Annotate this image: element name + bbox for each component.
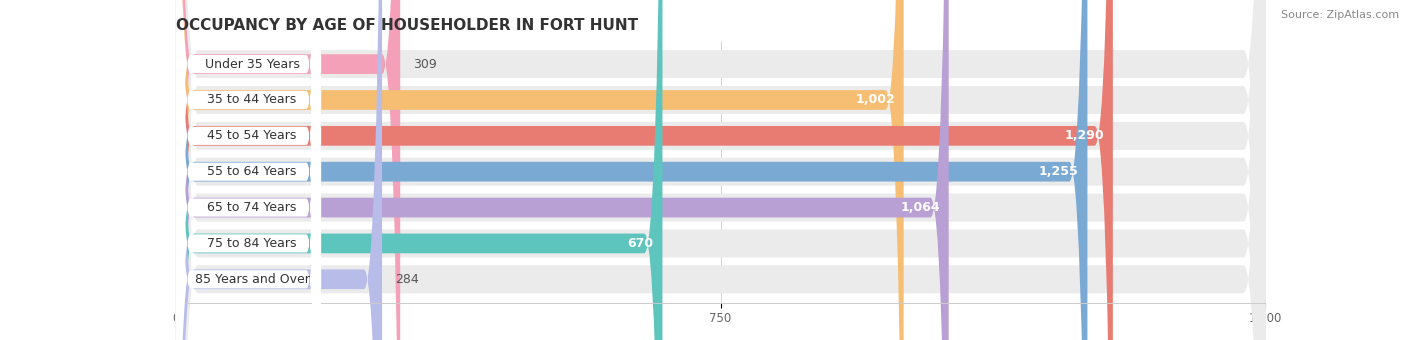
FancyBboxPatch shape [176, 0, 1265, 340]
FancyBboxPatch shape [176, 0, 321, 340]
Text: 65 to 74 Years: 65 to 74 Years [207, 201, 297, 214]
FancyBboxPatch shape [176, 0, 1265, 340]
Text: 85 Years and Over: 85 Years and Over [194, 273, 309, 286]
Text: 1,290: 1,290 [1064, 129, 1104, 142]
FancyBboxPatch shape [176, 0, 321, 340]
Text: 1,002: 1,002 [855, 94, 896, 106]
Text: OCCUPANCY BY AGE OF HOUSEHOLDER IN FORT HUNT: OCCUPANCY BY AGE OF HOUSEHOLDER IN FORT … [176, 18, 638, 33]
FancyBboxPatch shape [176, 0, 321, 340]
Text: 1,255: 1,255 [1039, 165, 1078, 178]
FancyBboxPatch shape [176, 0, 321, 340]
Text: 1,064: 1,064 [900, 201, 941, 214]
FancyBboxPatch shape [176, 0, 662, 340]
FancyBboxPatch shape [176, 0, 321, 340]
FancyBboxPatch shape [176, 0, 1265, 340]
FancyBboxPatch shape [176, 0, 1265, 340]
FancyBboxPatch shape [176, 0, 904, 340]
Text: 35 to 44 Years: 35 to 44 Years [208, 94, 297, 106]
FancyBboxPatch shape [176, 0, 382, 340]
FancyBboxPatch shape [176, 0, 1265, 340]
Text: 45 to 54 Years: 45 to 54 Years [207, 129, 297, 142]
FancyBboxPatch shape [176, 0, 321, 340]
FancyBboxPatch shape [176, 0, 1087, 340]
FancyBboxPatch shape [176, 0, 401, 340]
Text: 75 to 84 Years: 75 to 84 Years [207, 237, 297, 250]
Text: 670: 670 [627, 237, 654, 250]
Text: Under 35 Years: Under 35 Years [205, 57, 299, 71]
FancyBboxPatch shape [176, 0, 949, 340]
FancyBboxPatch shape [176, 0, 1265, 340]
FancyBboxPatch shape [176, 0, 321, 340]
FancyBboxPatch shape [176, 0, 1114, 340]
Text: 284: 284 [395, 273, 419, 286]
FancyBboxPatch shape [176, 0, 1265, 340]
Text: Source: ZipAtlas.com: Source: ZipAtlas.com [1281, 10, 1399, 20]
Text: 309: 309 [413, 57, 437, 71]
Text: 55 to 64 Years: 55 to 64 Years [207, 165, 297, 178]
